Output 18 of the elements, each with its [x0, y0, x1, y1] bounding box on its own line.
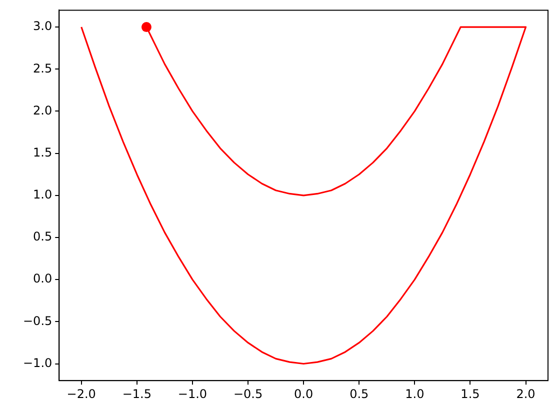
- y-tick-label: 1.5: [33, 145, 52, 160]
- y-tick-label: 0.0: [33, 272, 52, 286]
- y-tick-label: 2.5: [33, 61, 52, 76]
- x-tick-label: 0.0: [294, 386, 314, 401]
- y-tick-label: 1.0: [33, 188, 52, 202]
- x-tick-label: −1.0: [178, 386, 208, 401]
- x-tick-label: −2.0: [66, 386, 96, 401]
- y-tick-label: 0.5: [33, 230, 52, 244]
- y-tick-label: 2.0: [33, 103, 52, 118]
- x-tick-label: 2.0: [516, 386, 536, 401]
- x-tick-label: −1.5: [122, 386, 152, 401]
- y-tick-label: −0.5: [23, 314, 52, 328]
- y-tick-label: −1.0: [23, 356, 52, 370]
- y-tick-label: 3.0: [33, 19, 52, 34]
- x-tick-label: 1.0: [405, 386, 424, 401]
- x-tick-label: −0.5: [233, 386, 263, 401]
- x-tick-label: 1.5: [460, 386, 480, 401]
- x-tick-label: 0.5: [350, 386, 369, 401]
